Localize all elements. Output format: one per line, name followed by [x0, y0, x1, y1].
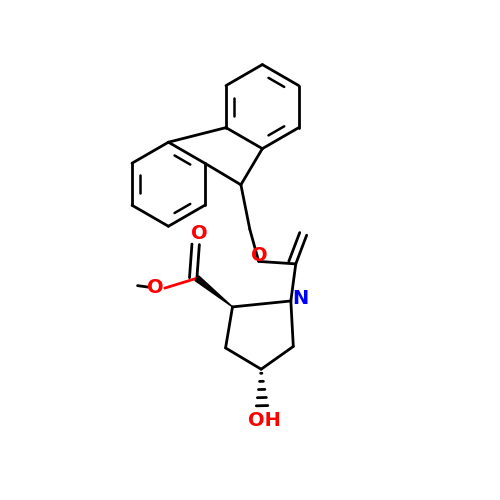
Text: O: O: [146, 278, 163, 296]
Text: O: O: [191, 224, 208, 243]
Text: N: N: [292, 289, 309, 308]
Text: OH: OH: [248, 411, 281, 430]
Text: O: O: [252, 246, 268, 265]
Polygon shape: [195, 276, 232, 307]
